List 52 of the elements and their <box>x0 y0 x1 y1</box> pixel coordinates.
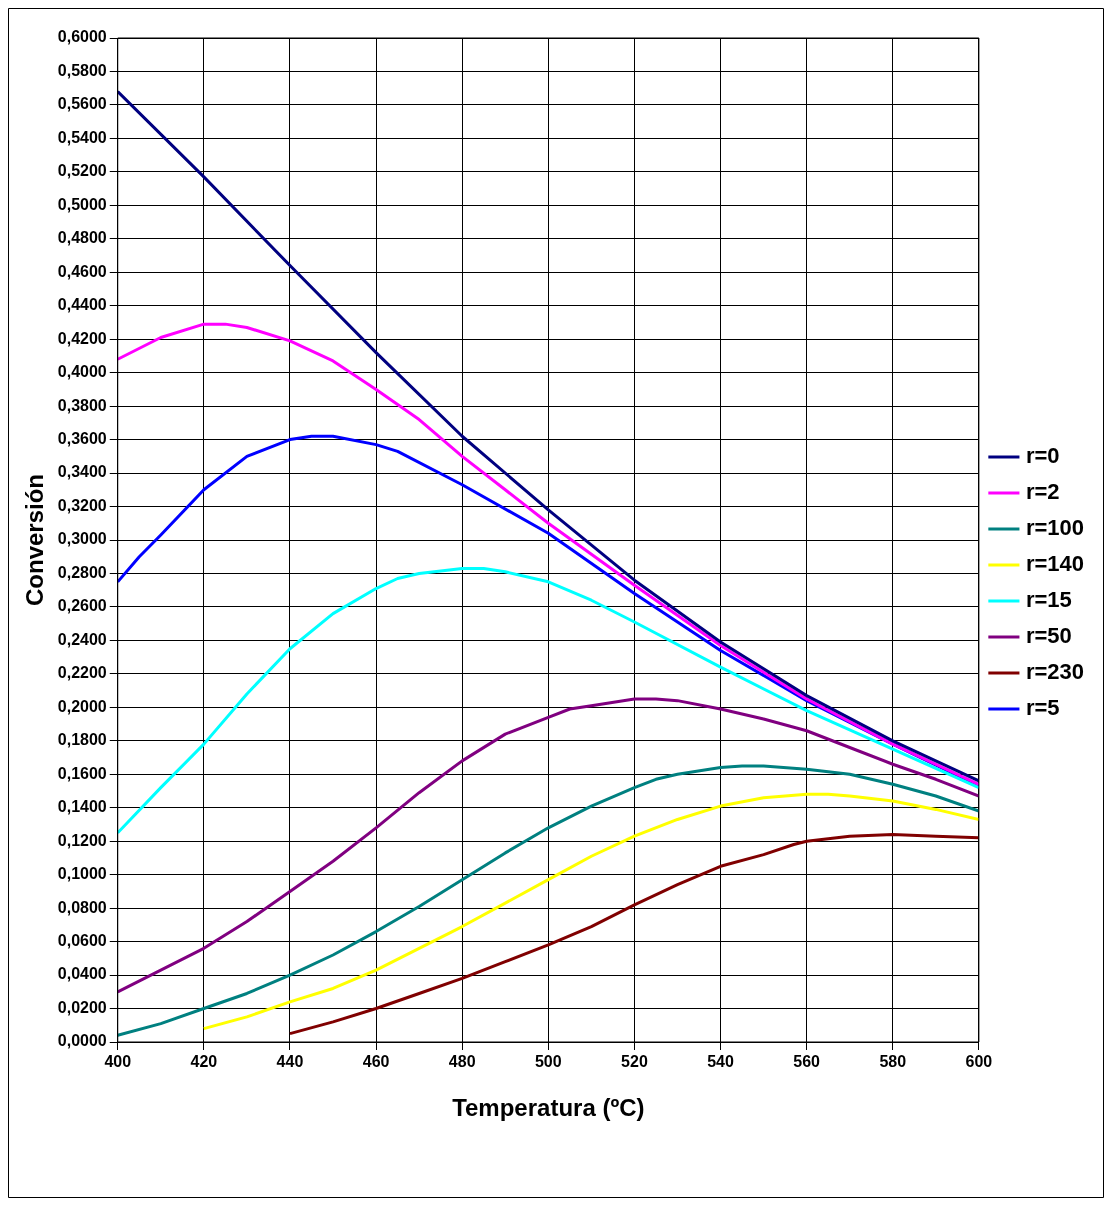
y-tick-label: 0,4600 <box>57 262 107 280</box>
y-tick-label: 0,4200 <box>57 329 107 347</box>
y-tick-label: 0,1000 <box>57 865 107 883</box>
y-tick-label: 0,0200 <box>57 998 107 1016</box>
y-tick-label: 0,1200 <box>57 831 107 849</box>
y-tick-label: 0,0000 <box>57 1032 107 1050</box>
y-tick-label: 0,3800 <box>57 396 107 414</box>
x-tick-label: 440 <box>276 1053 304 1071</box>
y-axis-title: Conversión <box>21 473 49 607</box>
legend-label: r=0 <box>1025 443 1060 469</box>
y-tick-label: 0,4400 <box>57 296 107 314</box>
y-tick-label: 0,3000 <box>57 530 107 548</box>
x-tick-label: 480 <box>448 1053 476 1071</box>
y-tick-label: 0,3600 <box>57 430 107 448</box>
y-tick-label: 0,1600 <box>57 764 107 782</box>
x-tick-label: 400 <box>104 1053 132 1071</box>
x-tick-label: 560 <box>793 1053 821 1071</box>
y-tick-label: 0,0600 <box>57 932 107 950</box>
x-tick-label: 420 <box>190 1053 218 1071</box>
y-tick-label: 0,5200 <box>57 162 107 180</box>
legend-label: r=100 <box>1025 515 1085 541</box>
legend-label: r=230 <box>1025 659 1085 685</box>
x-axis-title: Temperatura (ºC) <box>452 1094 645 1122</box>
x-tick-label: 540 <box>707 1053 734 1071</box>
y-tick-label: 0,2000 <box>57 697 107 715</box>
x-tick-label: 600 <box>965 1053 993 1071</box>
y-tick-label: 0,4000 <box>57 363 107 381</box>
y-tick-label: 0,2600 <box>57 597 107 615</box>
y-tick-label: 0,2800 <box>57 563 107 581</box>
y-tick-label: 0,5800 <box>57 61 107 79</box>
legend-label: r=50 <box>1025 623 1072 649</box>
x-tick-label: 500 <box>534 1053 562 1071</box>
legend-label: r=5 <box>1025 695 1060 721</box>
legend-label: r=2 <box>1025 479 1060 505</box>
y-tick-label: 0,1800 <box>57 731 107 749</box>
y-tick-label: 0,0400 <box>57 965 107 983</box>
y-tick-label: 0,3200 <box>57 496 107 514</box>
y-tick-label: 0,6000 <box>57 28 107 46</box>
x-tick-label: 580 <box>879 1053 907 1071</box>
y-tick-label: 0,3400 <box>57 463 107 481</box>
legend-label: r=15 <box>1025 587 1072 613</box>
y-tick-label: 0,2400 <box>57 630 107 648</box>
x-tick-label: 460 <box>362 1053 390 1071</box>
y-tick-label: 0,5600 <box>57 95 107 113</box>
y-tick-label: 0,5400 <box>57 128 107 146</box>
x-tick-label: 520 <box>621 1053 648 1071</box>
y-tick-label: 0,4800 <box>57 229 107 247</box>
y-tick-label: 0,5000 <box>57 195 107 213</box>
y-tick-label: 0,0800 <box>57 898 107 916</box>
legend-label: r=140 <box>1025 551 1085 577</box>
y-tick-label: 0,2200 <box>57 664 107 682</box>
y-tick-label: 0,1400 <box>57 798 107 816</box>
